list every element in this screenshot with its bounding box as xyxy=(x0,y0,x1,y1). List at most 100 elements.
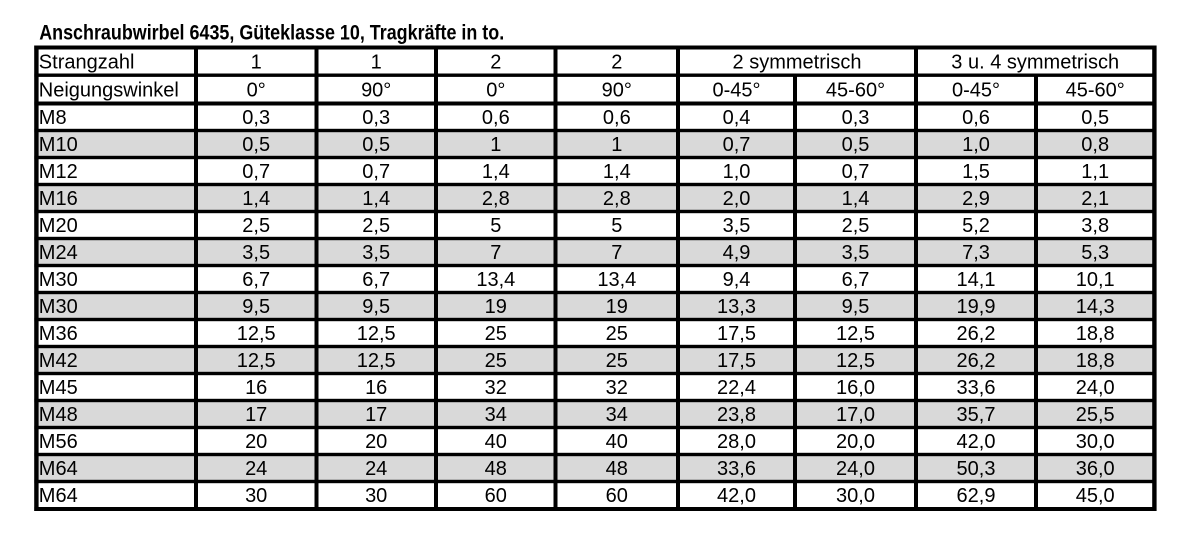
svg-text:42,0: 42,0 xyxy=(957,431,996,453)
svg-text:3,5: 3,5 xyxy=(842,242,870,264)
svg-text:2,5: 2,5 xyxy=(362,215,390,237)
svg-text:1,0: 1,0 xyxy=(723,161,751,183)
svg-text:M12: M12 xyxy=(39,161,78,183)
svg-text:0,6: 0,6 xyxy=(482,107,510,129)
svg-text:M8: M8 xyxy=(39,107,67,129)
svg-text:12,5: 12,5 xyxy=(836,323,875,345)
svg-text:6,7: 6,7 xyxy=(842,269,870,291)
svg-text:13,4: 13,4 xyxy=(597,269,636,291)
svg-text:17,5: 17,5 xyxy=(717,350,756,372)
svg-text:90°: 90° xyxy=(602,79,632,101)
svg-text:20: 20 xyxy=(245,431,267,453)
svg-text:6,7: 6,7 xyxy=(242,269,270,291)
svg-text:2,5: 2,5 xyxy=(842,215,870,237)
svg-text:20: 20 xyxy=(365,431,387,453)
svg-text:26,2: 26,2 xyxy=(957,323,996,345)
svg-text:0,5: 0,5 xyxy=(242,134,270,156)
svg-text:1,5: 1,5 xyxy=(962,161,990,183)
svg-text:30,0: 30,0 xyxy=(836,485,875,507)
svg-text:M10: M10 xyxy=(39,134,78,156)
svg-text:2,0: 2,0 xyxy=(723,188,751,210)
svg-text:13,3: 13,3 xyxy=(717,296,756,318)
svg-text:26,2: 26,2 xyxy=(957,350,996,372)
svg-text:Anschraubwirbel 6435, Güteklas: Anschraubwirbel 6435, Güteklasse 10, Tra… xyxy=(39,21,504,44)
svg-text:2 symmetrisch: 2 symmetrisch xyxy=(733,51,862,73)
svg-text:42,0: 42,0 xyxy=(717,485,756,507)
svg-text:45,0: 45,0 xyxy=(1076,485,1115,507)
svg-text:0,6: 0,6 xyxy=(603,107,631,129)
svg-text:16: 16 xyxy=(245,377,267,399)
svg-text:60: 60 xyxy=(485,485,507,507)
svg-text:45-60°: 45-60° xyxy=(826,79,885,101)
svg-text:9,5: 9,5 xyxy=(242,296,270,318)
svg-text:32: 32 xyxy=(485,377,507,399)
svg-text:M30: M30 xyxy=(39,296,78,318)
svg-text:16,0: 16,0 xyxy=(836,377,875,399)
svg-text:2,8: 2,8 xyxy=(482,188,510,210)
svg-text:12,5: 12,5 xyxy=(237,350,276,372)
svg-text:23,8: 23,8 xyxy=(717,404,756,426)
svg-text:2: 2 xyxy=(611,51,622,73)
svg-text:5,2: 5,2 xyxy=(962,215,990,237)
svg-text:1,4: 1,4 xyxy=(482,161,510,183)
svg-text:Strangzahl: Strangzahl xyxy=(39,51,135,73)
svg-text:2: 2 xyxy=(490,51,501,73)
svg-text:M36: M36 xyxy=(39,323,78,345)
svg-text:25: 25 xyxy=(485,323,507,345)
svg-text:2,5: 2,5 xyxy=(242,215,270,237)
svg-text:9,5: 9,5 xyxy=(362,296,390,318)
svg-text:33,6: 33,6 xyxy=(957,377,996,399)
svg-text:2,8: 2,8 xyxy=(603,188,631,210)
svg-text:40: 40 xyxy=(606,431,628,453)
svg-text:40: 40 xyxy=(485,431,507,453)
svg-text:18,8: 18,8 xyxy=(1076,323,1115,345)
svg-text:1: 1 xyxy=(611,134,622,156)
svg-text:36,0: 36,0 xyxy=(1076,458,1115,480)
svg-text:M24: M24 xyxy=(39,242,78,264)
svg-text:45-60°: 45-60° xyxy=(1066,79,1125,101)
svg-text:1,4: 1,4 xyxy=(842,188,870,210)
svg-text:25,5: 25,5 xyxy=(1076,404,1115,426)
svg-text:12,5: 12,5 xyxy=(237,323,276,345)
svg-text:19,9: 19,9 xyxy=(957,296,996,318)
svg-text:5,3: 5,3 xyxy=(1081,242,1109,264)
svg-text:6,7: 6,7 xyxy=(362,269,390,291)
svg-text:3,5: 3,5 xyxy=(362,242,390,264)
svg-text:50,3: 50,3 xyxy=(957,458,996,480)
svg-text:13,4: 13,4 xyxy=(476,269,515,291)
svg-text:M20: M20 xyxy=(39,215,78,237)
svg-text:19: 19 xyxy=(606,296,628,318)
svg-text:9,4: 9,4 xyxy=(723,269,751,291)
svg-text:4,9: 4,9 xyxy=(723,242,751,264)
svg-text:5: 5 xyxy=(611,215,622,237)
svg-text:0,4: 0,4 xyxy=(723,107,751,129)
svg-text:M64: M64 xyxy=(39,458,78,480)
svg-text:48: 48 xyxy=(606,458,628,480)
svg-text:34: 34 xyxy=(606,404,628,426)
svg-text:M56: M56 xyxy=(39,431,78,453)
svg-text:0,3: 0,3 xyxy=(842,107,870,129)
svg-text:0°: 0° xyxy=(247,79,266,101)
svg-text:17,0: 17,0 xyxy=(836,404,875,426)
svg-text:10,1: 10,1 xyxy=(1076,269,1115,291)
svg-text:0,3: 0,3 xyxy=(362,107,390,129)
svg-text:16: 16 xyxy=(365,377,387,399)
svg-text:0,3: 0,3 xyxy=(242,107,270,129)
svg-text:12,5: 12,5 xyxy=(357,350,396,372)
svg-text:60: 60 xyxy=(606,485,628,507)
svg-text:3,5: 3,5 xyxy=(242,242,270,264)
svg-text:0°: 0° xyxy=(486,79,505,101)
svg-text:0-45°: 0-45° xyxy=(712,79,760,101)
svg-text:5: 5 xyxy=(490,215,501,237)
svg-text:1,1: 1,1 xyxy=(1081,161,1109,183)
svg-text:0,5: 0,5 xyxy=(362,134,390,156)
svg-text:12,5: 12,5 xyxy=(836,350,875,372)
svg-text:19: 19 xyxy=(485,296,507,318)
svg-text:25: 25 xyxy=(485,350,507,372)
svg-text:28,0: 28,0 xyxy=(717,431,756,453)
svg-text:1: 1 xyxy=(251,51,262,73)
svg-text:3,5: 3,5 xyxy=(723,215,751,237)
svg-text:62,9: 62,9 xyxy=(957,485,996,507)
svg-text:17,5: 17,5 xyxy=(717,323,756,345)
svg-text:0,5: 0,5 xyxy=(1081,107,1109,129)
